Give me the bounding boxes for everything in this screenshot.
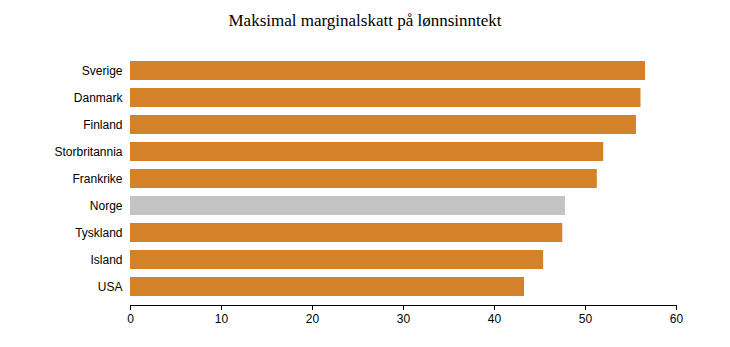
svg-text:Tyskland: Tyskland [75, 226, 122, 240]
svg-text:30: 30 [397, 312, 411, 326]
svg-text:50: 50 [579, 312, 593, 326]
svg-text:Norge: Norge [90, 199, 123, 213]
svg-text:0: 0 [127, 312, 134, 326]
svg-text:Danmark: Danmark [74, 91, 124, 105]
svg-text:Finland: Finland [83, 118, 122, 132]
svg-text:Island: Island [90, 253, 122, 267]
svg-text:USA: USA [98, 280, 123, 294]
html-text:Maksimal marginalskatt på lønn: Maksimal marginalskatt på lønnsinntekt [228, 11, 502, 30]
svg-text:40: 40 [488, 312, 502, 326]
svg-text:20: 20 [306, 312, 320, 326]
svg-text:10: 10 [215, 312, 229, 326]
svg-text:Sverige: Sverige [82, 64, 123, 78]
svg-text:Storbritannia: Storbritannia [54, 145, 122, 159]
svg-text:Frankrike: Frankrike [72, 172, 122, 186]
svg-text:60: 60 [670, 312, 684, 326]
